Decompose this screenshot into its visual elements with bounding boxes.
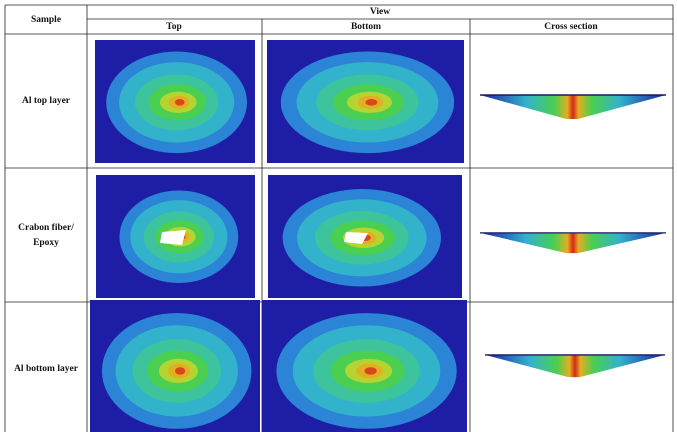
contour-image [95, 40, 255, 163]
header-column: Top [166, 22, 182, 32]
table: Sample View Top Bottom Cross section Al … [0, 0, 677, 432]
contour-image [267, 40, 464, 163]
cross-section-image [485, 355, 665, 377]
cross-section-image [480, 95, 666, 119]
contour-image [96, 175, 255, 298]
cross-section-image [480, 233, 666, 253]
header-column: Bottom [351, 22, 381, 32]
sample-label: Al bottom layer [14, 364, 79, 374]
sample-label: Crabon fiber/ [18, 223, 74, 233]
page: {"table": {"header": {"sample": "Sample"… [0, 0, 677, 432]
sample-label: Epoxy [33, 238, 59, 248]
header-view: View [370, 7, 390, 17]
contour-image [90, 300, 260, 432]
header-sample: Sample [31, 15, 61, 25]
contour-image [262, 300, 467, 432]
contour-image [268, 175, 462, 298]
sample-label: Al top layer [22, 96, 71, 106]
header-column: Cross section [544, 22, 598, 32]
